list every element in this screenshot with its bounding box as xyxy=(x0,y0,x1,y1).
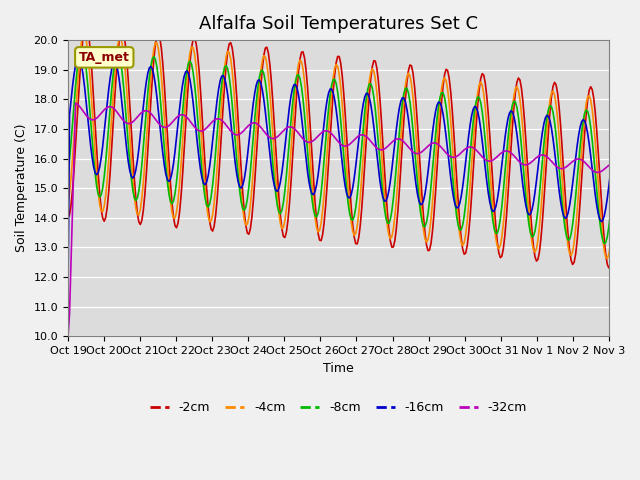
-16cm xyxy=(103,100,111,106)
-8cm xyxy=(362,96,370,101)
-4cm xyxy=(85,63,93,69)
Line: -32cm: -32cm xyxy=(68,103,640,336)
-8cm xyxy=(77,45,85,50)
-8cm xyxy=(477,100,484,106)
-2cm xyxy=(103,204,111,210)
-4cm xyxy=(81,31,88,36)
Title: Alfalfa Soil Temperatures Set C: Alfalfa Soil Temperatures Set C xyxy=(199,15,478,33)
-2cm xyxy=(477,75,484,81)
-16cm xyxy=(638,208,640,214)
-2cm xyxy=(563,213,570,219)
X-axis label: Time: Time xyxy=(323,361,354,375)
-32cm xyxy=(638,262,640,268)
Text: TA_met: TA_met xyxy=(79,51,130,64)
-8cm xyxy=(64,171,72,177)
Legend: -2cm, -4cm, -8cm, -16cm, -32cm: -2cm, -4cm, -8cm, -16cm, -32cm xyxy=(145,396,532,419)
Y-axis label: Soil Temperature (C): Soil Temperature (C) xyxy=(15,124,28,252)
Line: -2cm: -2cm xyxy=(68,24,640,271)
Line: -4cm: -4cm xyxy=(68,34,640,262)
-32cm xyxy=(72,100,79,106)
-2cm xyxy=(64,215,72,221)
-4cm xyxy=(103,177,111,183)
-8cm xyxy=(563,234,570,240)
-32cm xyxy=(563,164,570,169)
-2cm xyxy=(85,36,93,41)
-16cm xyxy=(563,214,570,220)
-2cm xyxy=(83,22,90,27)
-32cm xyxy=(85,116,93,121)
-16cm xyxy=(64,289,72,295)
-4cm xyxy=(362,110,370,116)
-4cm xyxy=(638,258,640,264)
-8cm xyxy=(85,98,93,104)
Line: -8cm: -8cm xyxy=(68,48,640,247)
-16cm xyxy=(75,55,83,60)
-2cm xyxy=(638,256,640,262)
Line: -16cm: -16cm xyxy=(68,58,640,336)
-8cm xyxy=(103,142,111,147)
-2cm xyxy=(362,137,370,143)
-32cm xyxy=(64,334,72,339)
-4cm xyxy=(563,231,570,237)
-4cm xyxy=(477,79,484,85)
-4cm xyxy=(64,201,72,206)
-16cm xyxy=(362,91,370,96)
-16cm xyxy=(477,126,484,132)
-32cm xyxy=(362,133,370,139)
-16cm xyxy=(85,129,93,134)
-32cm xyxy=(477,152,484,158)
-8cm xyxy=(637,244,640,250)
-32cm xyxy=(103,105,111,110)
